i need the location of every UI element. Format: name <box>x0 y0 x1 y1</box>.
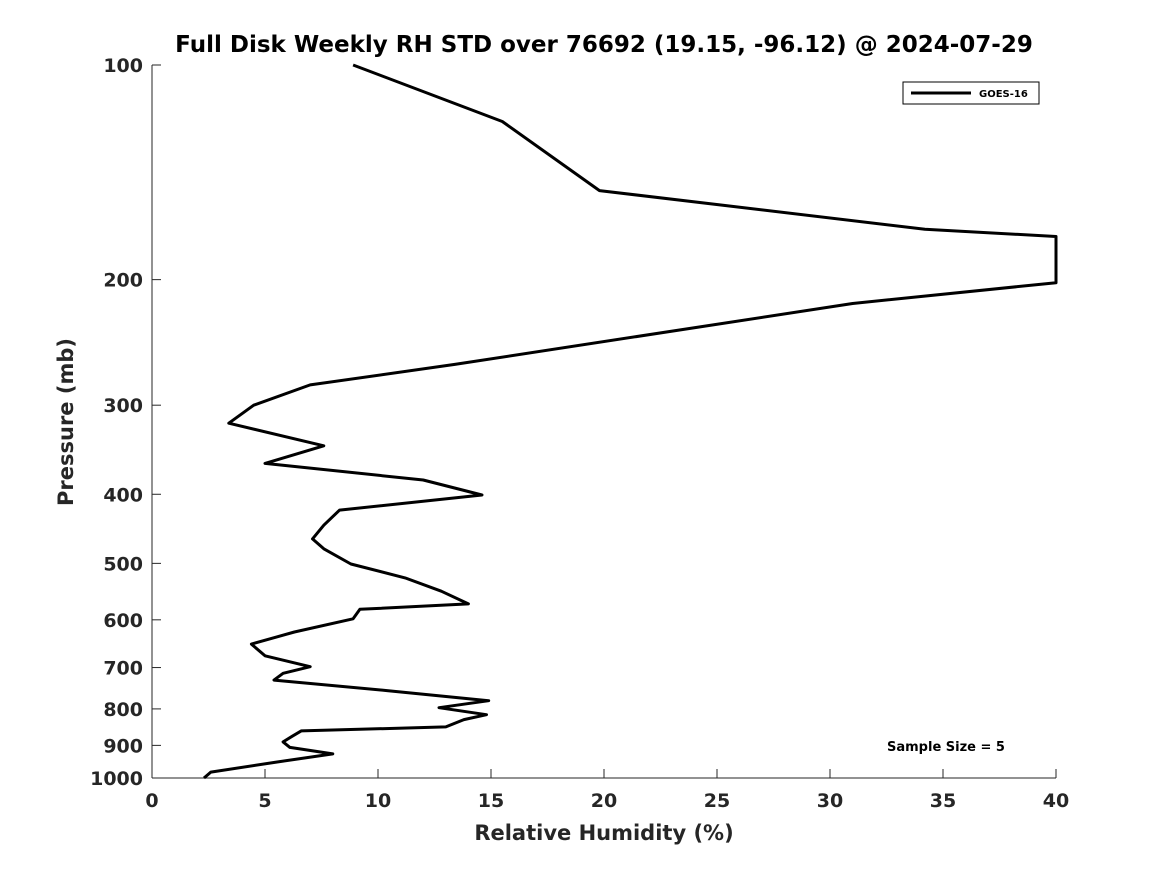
x-tick-label: 35 <box>930 790 956 812</box>
x-tick-label: 40 <box>1043 790 1069 812</box>
sample-size-annotation: Sample Size = 5 <box>887 740 1005 755</box>
y-tick-label: 300 <box>103 395 143 417</box>
y-tick-label: 100 <box>103 55 143 77</box>
y-tick-label: 400 <box>103 484 143 506</box>
y-tick-label: 200 <box>103 270 143 292</box>
x-axis-label: Relative Humidity (%) <box>474 821 733 845</box>
y-tick-label: 500 <box>103 553 143 575</box>
legend: GOES-16 <box>902 81 1040 105</box>
legend-label-goes-16: GOES-16 <box>979 89 1028 100</box>
x-tick-label: 10 <box>365 790 391 812</box>
y-axis-label: Pressure (mb) <box>54 338 78 506</box>
series-line-goes-16 <box>203 63 1058 780</box>
y-tick-label: 700 <box>103 658 143 680</box>
y-tick-label: 600 <box>103 610 143 632</box>
y-tick-label: 900 <box>103 735 143 757</box>
x-tick-label: 5 <box>258 790 271 812</box>
x-tick-label: 30 <box>817 790 843 812</box>
x-tick-label: 20 <box>591 790 617 812</box>
plot-area: 0 5 10 15 20 25 30 35 40 100 200 300 400 500 600 700 800… <box>90 55 1069 812</box>
x-tick-label: 25 <box>704 790 730 812</box>
x-tick-label: 0 <box>145 790 158 812</box>
x-tick-label: 15 <box>478 790 504 812</box>
y-tick-label: 800 <box>103 699 143 721</box>
chart-title: Full Disk Weekly RH STD over 76692 (19.1… <box>175 32 1033 58</box>
y-tick-label: 1000 <box>90 768 143 790</box>
